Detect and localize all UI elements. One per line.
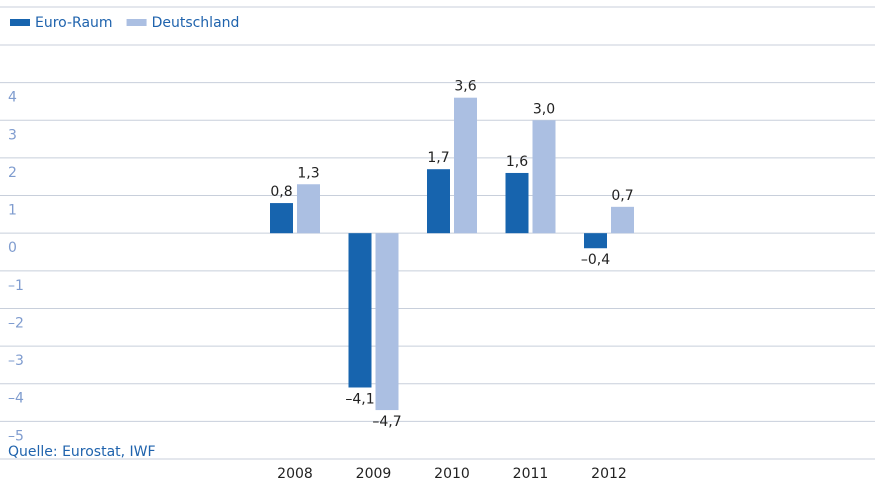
bar [375,233,399,411]
data-label: 1,3 [297,165,319,181]
x-tick-label: 2009 [356,466,392,482]
legend-swatch [126,19,147,26]
bar [505,172,529,234]
bar [584,233,607,249]
bar [297,184,320,234]
x-tick-label: 2008 [277,466,313,482]
bar [611,206,634,234]
data-label: 0,8 [270,184,292,200]
y-tick-label: –1 [8,278,24,294]
bar [348,233,372,388]
data-label: –4,1 [345,391,374,407]
y-tick-label: –5 [8,428,24,444]
y-tick-label: 1 [8,203,17,219]
legend-swatch [10,19,30,26]
legend-label: Euro-Raum [35,15,113,31]
bar [427,169,450,234]
legend-label: Deutschland [152,15,240,31]
y-tick-label: 2 [8,165,17,181]
data-label: –0,4 [581,252,610,268]
y-tick-label: –2 [8,315,24,331]
x-tick-label: 2011 [513,466,549,482]
data-label: 0,7 [611,188,633,204]
data-label: –4,7 [372,414,401,430]
x-tick-label: 2012 [591,466,627,482]
bar [454,97,477,234]
source: Quelle: Eurostat, IWF [8,444,156,460]
x-tick-label: 2010 [434,466,470,482]
y-tick-label: 4 [8,90,17,106]
data-label: 3,6 [454,79,476,95]
y-tick-label: 3 [8,127,17,143]
y-tick-label: 0 [8,240,17,256]
data-label: 1,6 [506,154,528,170]
data-label: 3,0 [533,101,555,117]
bar [532,120,556,234]
y-tick-label: –3 [8,353,24,369]
bar [270,203,293,234]
data-label: 1,7 [427,150,449,166]
y-tick-label: –4 [8,391,24,407]
